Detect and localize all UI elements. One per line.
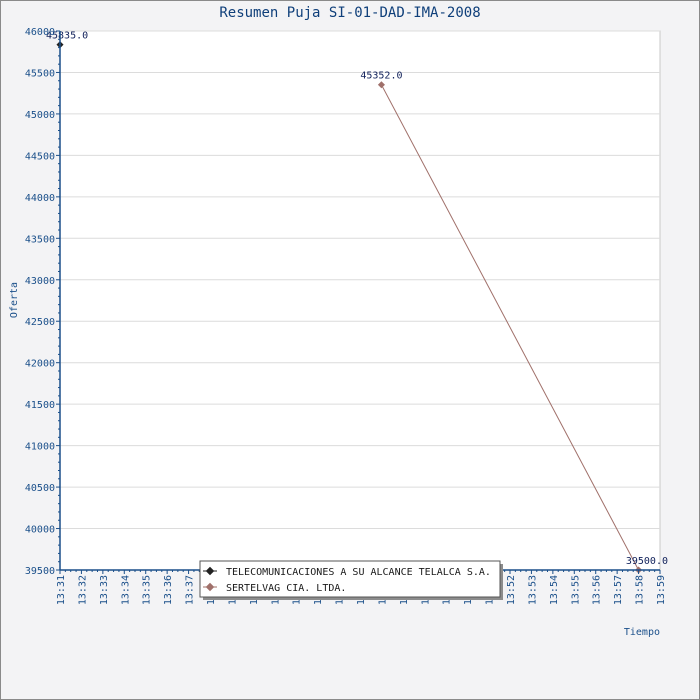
y-tick-label: 40500 [25, 483, 55, 494]
x-tick-label: 13:55 [570, 575, 581, 605]
x-tick-label: 13:54 [549, 575, 560, 605]
legend-box [199, 560, 501, 598]
x-tick-label: 13:32 [77, 575, 88, 605]
y-tick-label: 41000 [25, 442, 55, 453]
y-axis-label: Oferta [9, 282, 20, 318]
plot-area [59, 30, 661, 571]
y-tick-label: 40000 [25, 525, 55, 536]
x-tick-label: 13:33 [99, 575, 110, 605]
y-tick-label: 46000 [25, 27, 55, 38]
x-tick-label: 13:52 [506, 575, 517, 605]
x-tick-label: 13:57 [613, 575, 624, 605]
series-line-1 [380, 84, 640, 571]
y-tick-label: 45000 [25, 110, 55, 121]
y-tick-label: 39500 [25, 566, 55, 577]
y-tick-label: 43500 [25, 234, 55, 245]
data-point [377, 81, 385, 89]
y-tick-label: 44000 [25, 193, 55, 204]
x-tick-label: 13:31 [56, 575, 67, 605]
chart-title: Resumen Puja SI-01-DAD-IMA-2008 [219, 5, 480, 21]
x-tick-label: 13:34 [120, 575, 131, 605]
y-tick-label: 45500 [25, 68, 55, 79]
legend-label-sertelvag: SERTELVAG CIA. LTDA. [226, 583, 346, 594]
y-tick-label: 44500 [25, 151, 55, 162]
y-tick-label: 42000 [25, 359, 55, 370]
x-axis-label: Tiempo [624, 627, 660, 638]
gridlines [60, 30, 660, 530]
legend-label-telalca: TELECOMUNICACIONES A SU ALCANCE TELALCA … [226, 567, 491, 578]
legend: TELECOMUNICACIONES A SU ALCANCE TELALCA … [199, 560, 503, 600]
y-tick-label: 42500 [25, 317, 55, 328]
y-tick-label: 41500 [25, 400, 55, 411]
data-label: 45352.0 [360, 71, 402, 82]
data-label: 45835.0 [46, 31, 88, 42]
x-tick-label: 13:53 [527, 575, 538, 605]
x-tick-label: 13:56 [592, 575, 603, 605]
x-tick-label: 13:58 [635, 575, 646, 605]
x-tick-label: 13:35 [142, 575, 153, 605]
y-tick-label: 43000 [25, 276, 55, 287]
x-tick-label: 13:37 [185, 575, 196, 605]
x-tick-label: 13:59 [656, 575, 667, 605]
x-tick-label: 13:36 [163, 575, 174, 605]
data-label: 39500.0 [626, 556, 668, 567]
